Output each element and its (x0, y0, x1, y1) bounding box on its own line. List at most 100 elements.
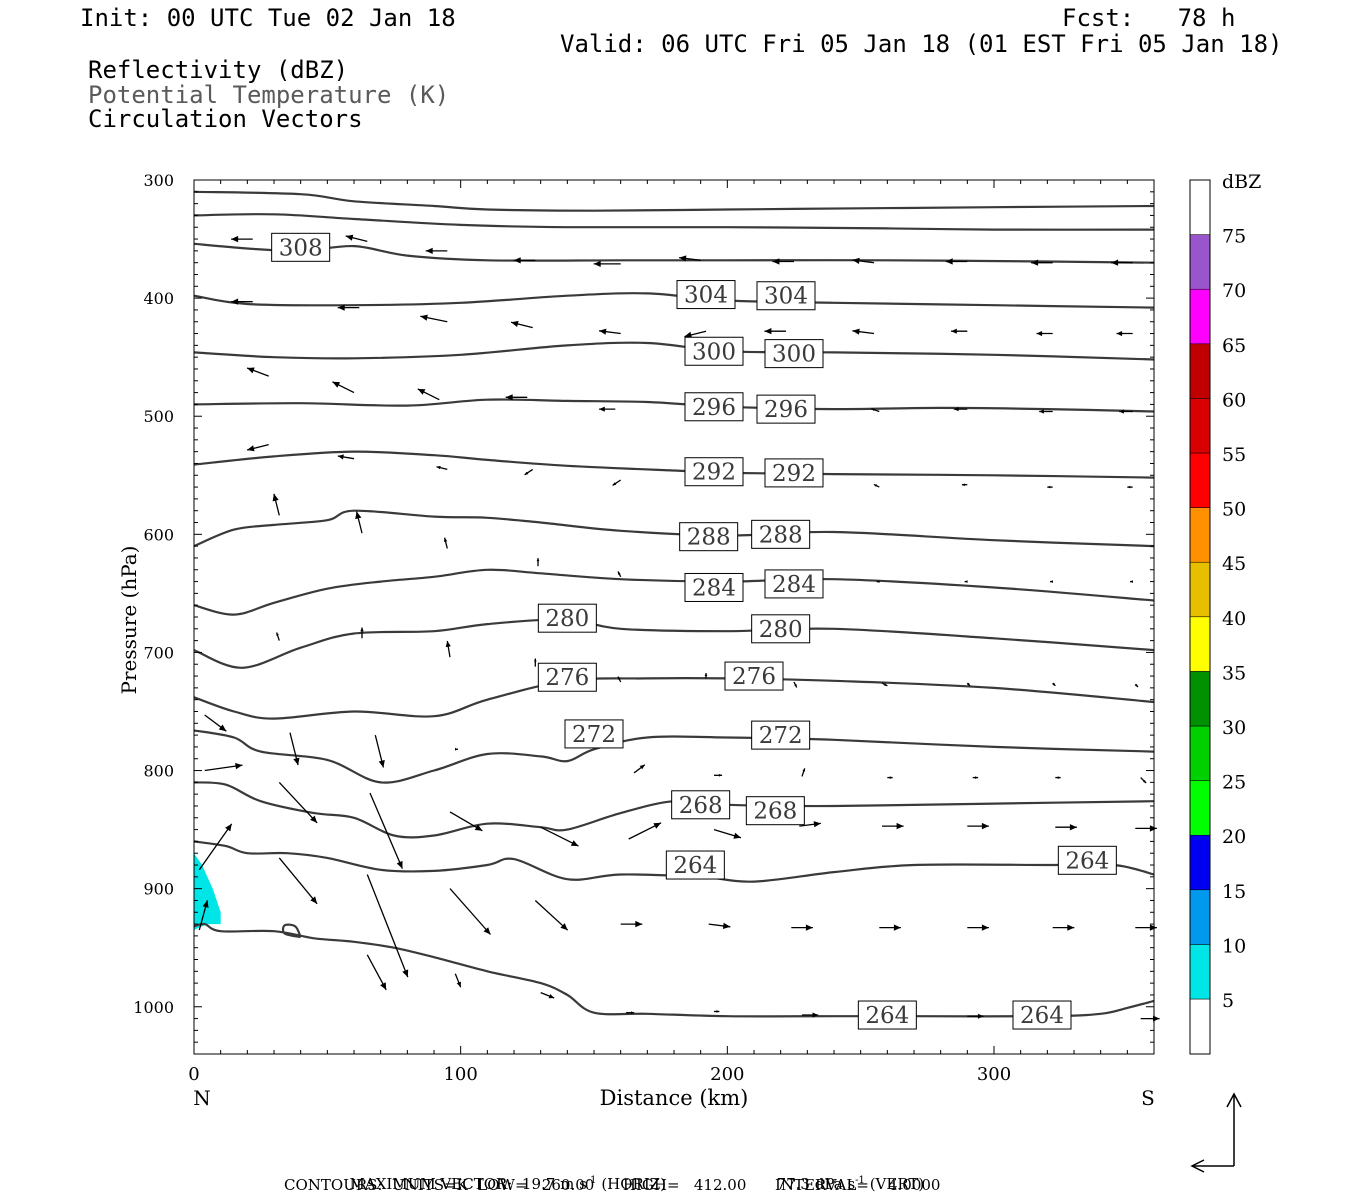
circulation-vector (417, 388, 440, 401)
y-tick-label: 800 (143, 762, 174, 781)
vector-arrowhead (719, 773, 723, 777)
contour-labels: 308 304 304 300 300 296 296 292 292 288 288 284 284 2… (271, 232, 1117, 1030)
circulation-vector (1055, 824, 1077, 831)
circulation-vector (1119, 409, 1133, 414)
plot-frame (193, 179, 1155, 1055)
theta-contour-line (193, 781, 1155, 839)
circulation-vector (1031, 259, 1053, 266)
circulation-vector (793, 681, 798, 688)
vector-arrowhead (635, 920, 643, 928)
field-label-theta: Potential Temperature (K) (88, 81, 450, 109)
contour-label: 276 (732, 664, 776, 690)
contour-label: 300 (772, 342, 816, 368)
circulation-vector (967, 1013, 984, 1019)
contour-label-box (756, 394, 816, 424)
x-tick-label: 100 (443, 1064, 477, 1085)
y-tick-label: 900 (143, 880, 174, 899)
circulation-vector (714, 1010, 720, 1013)
vector-arrowhead (1069, 824, 1077, 831)
contour-label-box (684, 457, 744, 487)
vector-arrowhead (1067, 924, 1075, 931)
theta-contour-line (281, 923, 302, 939)
vector-arrowhead (202, 900, 209, 908)
theta-contour-line (193, 292, 1155, 309)
contour-label-box (764, 569, 824, 599)
vector-arrowhead (443, 537, 448, 542)
vector-arrowhead (684, 331, 692, 338)
colorbar-label: 20 (1222, 826, 1246, 848)
vector-arrowhead (805, 924, 813, 931)
circulation-vector (967, 924, 989, 931)
reference-vector (1190, 1092, 1242, 1173)
footer-max-vector: MAXIMUM VECTOR: 19.7 m s-1 (HORIZ) (349, 1175, 667, 1193)
colorbar-segment (1189, 234, 1211, 290)
footer-contours: CONTOURS: UNITS=K LOW= 260.00 HIGH= 412.… (284, 1176, 941, 1194)
contour-label-box (764, 458, 824, 488)
circulation-vector (633, 764, 646, 774)
contour-label-box (679, 522, 739, 552)
forecast-hour: Fcst: 78 h (1062, 4, 1236, 32)
circulation-vector (593, 260, 621, 267)
contour-label: 276 (545, 665, 589, 691)
circulation-vector (505, 394, 528, 401)
contour-label-box (764, 339, 824, 369)
vector-arrowhead (345, 234, 354, 241)
vector-arrowhead (272, 493, 279, 502)
vector-arrowhead (1047, 485, 1051, 489)
vector-arrowhead (1149, 924, 1157, 931)
x-axis-title: Distance (km) (600, 1086, 749, 1110)
theta-contours (193, 190, 1155, 1018)
vector-arrowhead (505, 394, 513, 401)
x-end-label-south: S (1141, 1086, 1155, 1110)
circulation-vector (337, 304, 360, 311)
vector-arrowhead (1111, 259, 1119, 266)
contour-label-box (676, 280, 736, 310)
contour-label: 280 (759, 617, 803, 643)
vector-arrowhead (716, 1010, 720, 1013)
circulation-vector (420, 314, 448, 323)
vector-arrowhead (513, 257, 521, 264)
vector-arrowhead (967, 682, 970, 686)
vector-arrowhead (639, 764, 645, 770)
y-tick-label: 1000 (133, 998, 174, 1017)
circulation-vector (1127, 485, 1133, 489)
vector-arrowhead (570, 840, 579, 847)
contour-label-box (857, 1000, 917, 1030)
colorbar-segment (1189, 671, 1211, 727)
contour-label-box (671, 790, 731, 820)
vector-arrowhead (1052, 682, 1056, 686)
x-end-label-north: N (193, 1086, 211, 1110)
contour-label: 272 (759, 723, 803, 749)
circulation-vector (536, 558, 540, 567)
circulation-vector (231, 235, 253, 243)
vector-arrowhead (1130, 580, 1133, 583)
vector-arrowhead (964, 580, 968, 583)
circulation-vector (764, 328, 786, 335)
colorbar-segment (1189, 725, 1211, 781)
circulation-vector (1111, 259, 1133, 266)
vector-arrowhead (896, 822, 904, 830)
contour-label-box (564, 719, 624, 749)
colorbar-label: 30 (1222, 717, 1246, 739)
contour-label: 264 (1020, 1003, 1064, 1029)
circulation-vector (852, 328, 875, 335)
circulation-vector (534, 658, 537, 667)
x-tick-label: 300 (977, 1064, 1011, 1085)
circulation-vector (881, 682, 888, 687)
vector-arrowhead (337, 304, 345, 311)
vector-arrowhead (1116, 331, 1123, 337)
vector-arrowhead (474, 824, 483, 831)
colorbar-label: 55 (1222, 444, 1246, 466)
circulation-vector (879, 924, 901, 931)
vector-arrowhead (618, 676, 621, 680)
circulation-vector (684, 330, 707, 338)
vector-arrowhead (889, 776, 893, 779)
vector-arrowhead (618, 571, 621, 575)
circulation-vector (1134, 683, 1139, 688)
contour-label-box (684, 336, 744, 366)
circulation-vector (1055, 776, 1061, 779)
circulation-vector (961, 483, 968, 487)
circulation-vector (246, 367, 269, 377)
y-tick-label: 300 (143, 171, 174, 190)
